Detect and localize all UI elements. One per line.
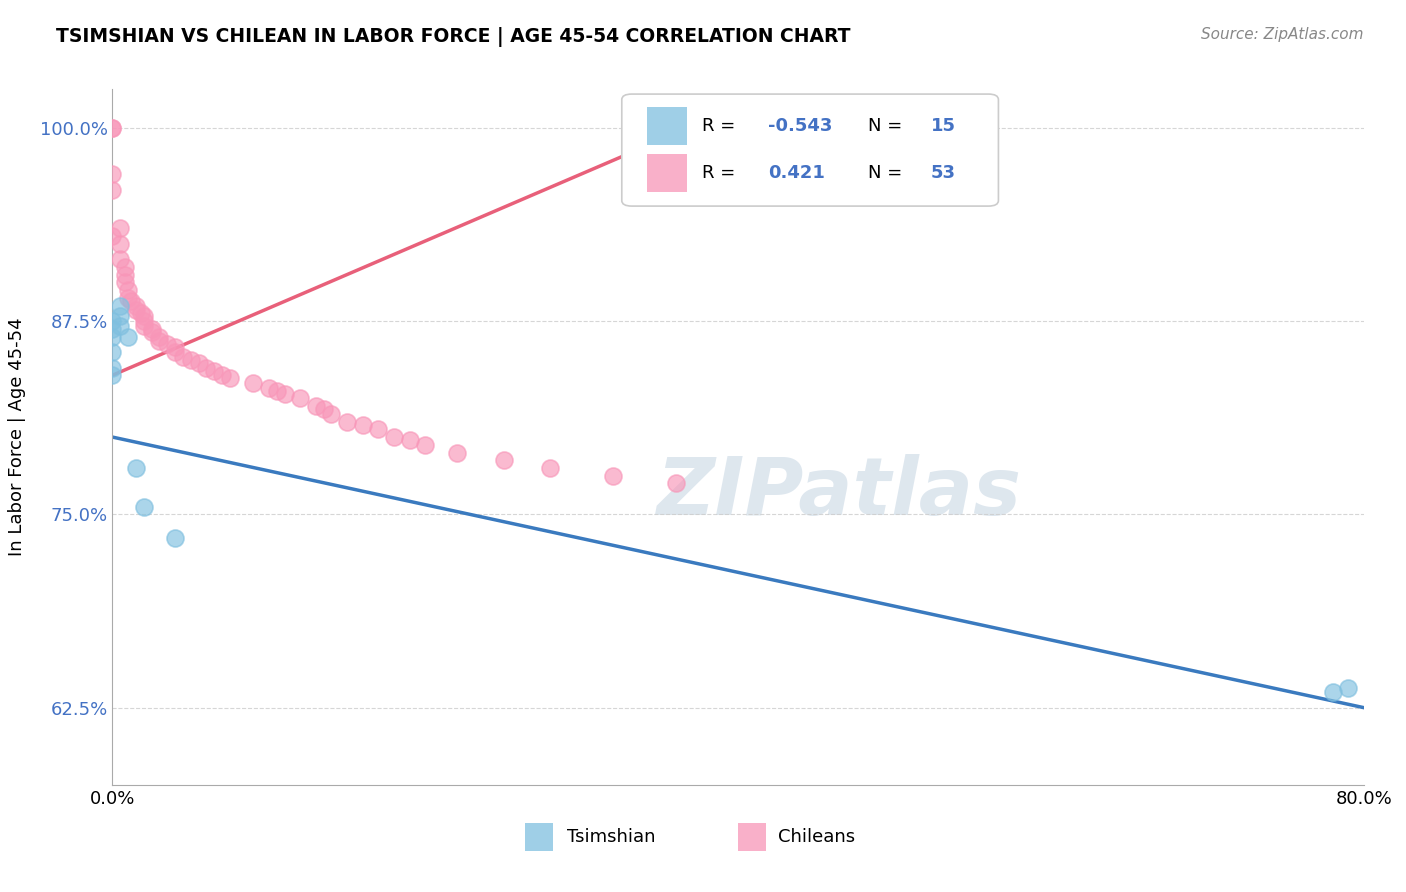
Point (129, 306, 152, 320)
Point (180, 352, 202, 367)
Point (110, 310, 132, 324)
Point (101, 183, 124, 197)
Text: TSIMSHIAN VS CHILEAN IN LABOR FORCE | AGE 45-54 CORRELATION CHART: TSIMSHIAN VS CHILEAN IN LABOR FORCE | AG… (56, 27, 851, 46)
Point (148, 334, 170, 349)
Point (141, 322, 163, 336)
Text: Source: ZipAtlas.com: Source: ZipAtlas.com (1201, 27, 1364, 42)
Text: Chileans: Chileans (778, 828, 855, 847)
Point (172, 350, 194, 364)
Point (492, 453, 515, 467)
Point (321, 407, 343, 421)
Point (110, 236, 132, 251)
Point (218, 371, 240, 385)
Text: ZIPatlas: ZIPatlas (655, 454, 1021, 532)
Point (257, 381, 280, 395)
Point (202, 363, 225, 377)
Point (163, 345, 186, 359)
Point (163, 340, 186, 354)
Point (101, 368, 124, 383)
Point (273, 386, 295, 401)
Point (125, 303, 148, 318)
Point (101, 120, 124, 135)
Point (266, 384, 288, 398)
Point (242, 376, 264, 390)
Point (114, 276, 136, 290)
Text: 15: 15 (931, 117, 956, 135)
Point (110, 221, 132, 235)
Point (664, 476, 686, 491)
Point (540, 461, 562, 475)
Text: R =: R = (702, 164, 735, 182)
Point (101, 322, 124, 336)
Point (141, 325, 163, 339)
Bar (738, 823, 766, 851)
Point (110, 318, 132, 333)
Point (352, 417, 374, 432)
Point (114, 268, 136, 282)
Point (602, 468, 624, 483)
Text: R =: R = (702, 117, 735, 135)
Point (148, 329, 170, 343)
Point (312, 402, 335, 417)
Point (120, 293, 142, 308)
Point (290, 392, 312, 406)
Point (117, 329, 139, 343)
Point (117, 283, 139, 297)
Point (132, 310, 155, 324)
Point (110, 299, 132, 313)
Point (211, 368, 233, 383)
Point (156, 337, 179, 351)
Point (132, 318, 155, 333)
Point (125, 299, 148, 313)
Text: -0.543: -0.543 (768, 117, 832, 135)
Point (132, 500, 155, 514)
Point (305, 399, 328, 413)
Point (336, 415, 359, 429)
Point (446, 445, 468, 459)
Text: 53: 53 (931, 164, 956, 182)
Y-axis label: In Labor Force | Age 45-54: In Labor Force | Age 45-54 (7, 318, 25, 557)
Point (415, 438, 437, 452)
Point (163, 531, 186, 545)
Point (101, 329, 124, 343)
Point (398, 433, 420, 447)
Point (367, 422, 389, 436)
FancyBboxPatch shape (621, 94, 998, 206)
Point (1322, 685, 1344, 699)
Point (101, 120, 124, 135)
Point (101, 345, 124, 359)
Point (195, 360, 218, 375)
Bar (647, 107, 688, 145)
Point (110, 252, 132, 267)
Point (382, 430, 405, 444)
Bar (647, 153, 688, 192)
Point (101, 229, 124, 244)
Point (114, 260, 136, 274)
Point (101, 314, 124, 328)
Point (187, 356, 209, 370)
Text: N =: N = (869, 164, 903, 182)
Text: N =: N = (869, 117, 903, 135)
Point (117, 291, 139, 305)
Text: Tsimshian: Tsimshian (567, 828, 655, 847)
Bar (526, 823, 553, 851)
Point (132, 314, 155, 328)
Text: 0.421: 0.421 (768, 164, 825, 182)
Point (125, 461, 148, 475)
Point (101, 360, 124, 375)
Point (1337, 681, 1360, 695)
Point (101, 167, 124, 181)
